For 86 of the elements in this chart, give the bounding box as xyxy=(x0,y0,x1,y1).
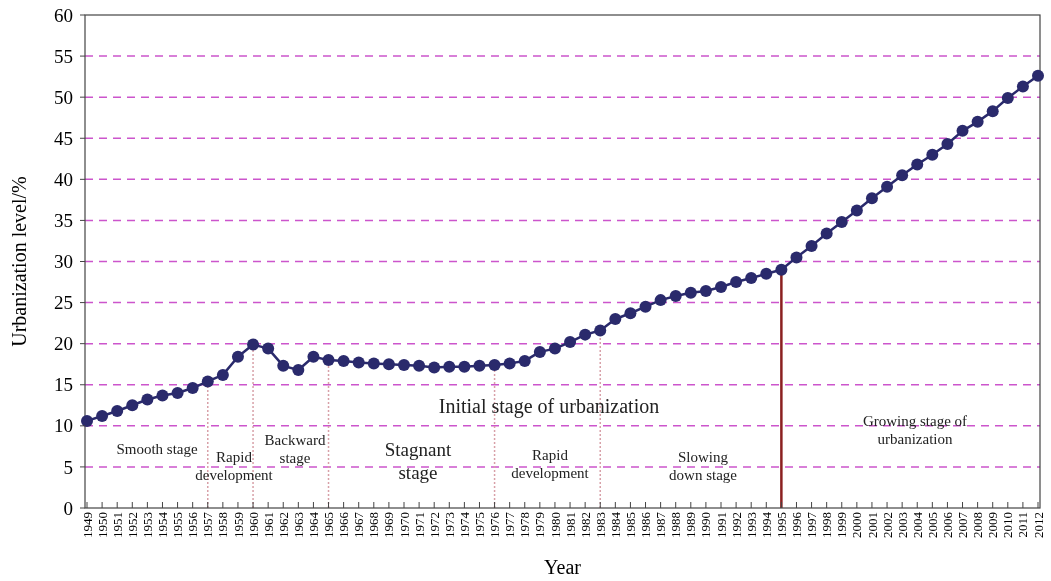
x-tick-label: 1966 xyxy=(336,511,352,538)
annotation: Slowing down stage xyxy=(669,449,738,483)
x-tick-label: 1963 xyxy=(290,512,306,538)
y-tick-label: 20 xyxy=(54,333,73,355)
x-tick-label: 1951 xyxy=(109,512,125,538)
x-tick-label: 1973 xyxy=(441,512,457,538)
annotation: Backward stage xyxy=(264,432,326,466)
y-tick-label: 5 xyxy=(63,456,73,478)
x-tick-label: 1957 xyxy=(200,511,216,538)
x-tick-label: 1956 xyxy=(185,511,201,538)
x-tick-label: 1999 xyxy=(834,512,850,538)
annotation: Stagnant stage xyxy=(384,439,452,483)
x-tick-label: 1967 xyxy=(351,511,367,538)
x-tick-label: 1990 xyxy=(698,512,714,538)
x-axis-title: Year xyxy=(544,556,582,578)
x-tick-label: 1971 xyxy=(411,512,427,538)
x-tick-label: 1960 xyxy=(245,512,261,538)
x-tick-label: 1969 xyxy=(381,512,397,538)
x-tick-label: 1994 xyxy=(758,511,774,538)
x-tick-label: 2007 xyxy=(955,511,971,538)
x-tick-label: 1962 xyxy=(275,512,291,538)
x-tick-label: 1965 xyxy=(321,512,337,538)
x-tick-label: 1985 xyxy=(622,512,638,538)
x-tick-label: 1980 xyxy=(547,512,563,538)
x-tick-label: 1949 xyxy=(79,512,95,538)
x-tick-label: 2011 xyxy=(1015,512,1031,538)
y-tick-label: 55 xyxy=(54,45,73,67)
x-tick-label: 1988 xyxy=(668,512,684,538)
y-tick-label: 15 xyxy=(54,374,73,396)
annotation: Rapid development xyxy=(511,447,590,481)
y-tick-label: 25 xyxy=(54,292,73,314)
x-tick-label: 1955 xyxy=(170,512,186,538)
x-tick-label: 1977 xyxy=(502,511,518,538)
x-tick-label: 1968 xyxy=(366,512,382,538)
x-tick-label: 1972 xyxy=(426,512,442,538)
x-tick-label: 1975 xyxy=(472,512,488,538)
x-tick-label: 1954 xyxy=(155,511,171,538)
x-tick-label: 1982 xyxy=(577,512,593,538)
x-tick-label: 1964 xyxy=(305,511,321,538)
x-tick-label: 1998 xyxy=(819,512,835,538)
y-tick-label: 60 xyxy=(54,4,73,26)
annotation: Initial stage of urbanization xyxy=(438,395,660,418)
x-tick-label: 2003 xyxy=(894,512,910,538)
x-tick-label: 1958 xyxy=(215,512,231,538)
x-tick-label: 1961 xyxy=(260,512,276,538)
x-tick-label: 1995 xyxy=(773,512,789,538)
x-tick-label: 1959 xyxy=(230,512,246,538)
y-tick-label: 30 xyxy=(54,251,73,273)
x-tick-label: 1950 xyxy=(94,512,110,538)
x-tick-label: 1997 xyxy=(804,511,820,538)
x-tick-label: 2008 xyxy=(970,512,986,538)
x-tick-label: 1983 xyxy=(592,512,608,538)
x-tick-label: 2000 xyxy=(849,512,865,538)
x-tick-label: 1984 xyxy=(607,511,623,538)
x-tick-label: 2012 xyxy=(1030,512,1046,538)
y-tick-label: 35 xyxy=(54,210,73,232)
x-tick-label: 1979 xyxy=(532,512,548,538)
x-tick-label: 1953 xyxy=(139,512,155,538)
x-tick-label: 1996 xyxy=(789,511,805,538)
x-tick-label: 1952 xyxy=(124,512,140,538)
annotation: Smooth stage xyxy=(116,441,198,457)
x-tick-label: 1981 xyxy=(562,512,578,538)
y-tick-label: 40 xyxy=(54,168,73,190)
x-tick-label: 2009 xyxy=(985,512,1001,538)
x-tick-label: 1976 xyxy=(487,511,503,538)
y-tick-label: 50 xyxy=(54,86,73,108)
x-tick-label: 1970 xyxy=(396,512,412,538)
y-tick-label: 45 xyxy=(54,127,73,149)
x-tick-label: 2001 xyxy=(864,512,880,538)
x-tick-label: 2002 xyxy=(879,512,895,538)
y-tick-label: 0 xyxy=(63,497,73,519)
x-tick-label: 1992 xyxy=(728,512,744,538)
x-tick-label: 1993 xyxy=(743,512,759,538)
y-tick-label: 10 xyxy=(54,415,73,437)
x-tick-label: 2010 xyxy=(1000,512,1016,538)
x-tick-label: 2006 xyxy=(939,511,955,538)
x-tick-label: 2004 xyxy=(909,511,925,538)
x-tick-label: 1986 xyxy=(638,511,654,538)
x-tick-label: 1989 xyxy=(683,512,699,538)
x-tick-label: 2005 xyxy=(924,512,940,538)
annotation: Growing stage of urbanization xyxy=(862,413,968,447)
x-tick-label: 1978 xyxy=(517,512,533,538)
x-tick-label: 1987 xyxy=(653,511,669,538)
x-tick-label: 1991 xyxy=(713,512,729,538)
x-tick-label: 1974 xyxy=(456,511,472,538)
y-axis-title: Urbanization level/% xyxy=(8,176,30,347)
